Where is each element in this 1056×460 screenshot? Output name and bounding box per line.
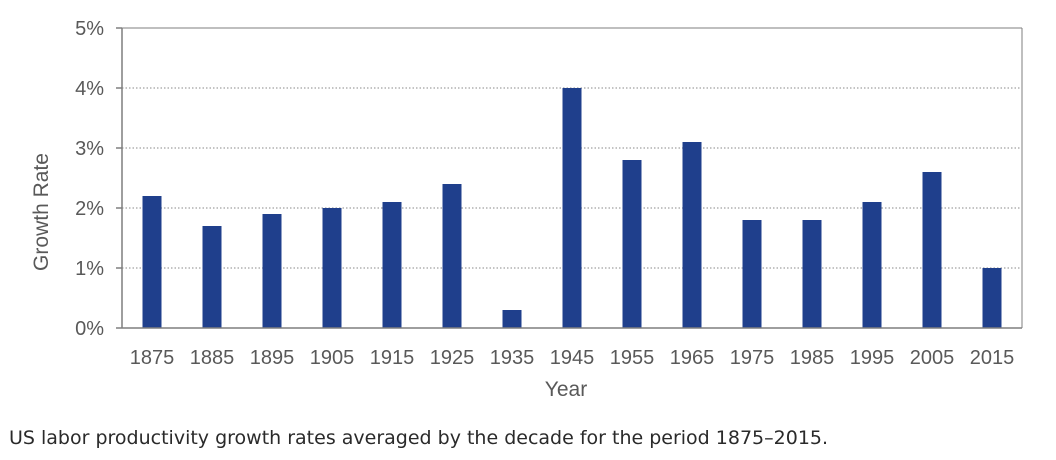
bar-chart: 0% 1% 2% 3% 4% 5% 1875 1885 1895 1905 1915 1925 193… bbox=[30, 18, 1023, 401]
figure-caption: US labor productivity growth rates avera… bbox=[9, 427, 829, 449]
x-tick-label: 1925 bbox=[430, 347, 475, 369]
bar-1905 bbox=[322, 208, 342, 328]
bar-1885 bbox=[202, 226, 222, 328]
x-tick-label: 1945 bbox=[550, 347, 595, 369]
y-tick-label: 3% bbox=[75, 138, 104, 160]
bar-1935 bbox=[502, 310, 522, 328]
x-tick-labels: 1875 1885 1895 1905 1915 1925 1935 1945 1955 1965… bbox=[130, 347, 1015, 369]
x-tick-label: 1915 bbox=[370, 347, 415, 369]
bar-1985 bbox=[802, 220, 822, 328]
bar-2015 bbox=[982, 268, 1002, 328]
bar-2005 bbox=[922, 172, 942, 328]
bar-1995 bbox=[862, 202, 882, 328]
x-tick-label: 1955 bbox=[610, 347, 655, 369]
x-tick-label: 1985 bbox=[790, 347, 835, 369]
x-tick-label: 1875 bbox=[130, 347, 175, 369]
bar-1975 bbox=[742, 220, 762, 328]
x-tick-label: 1885 bbox=[190, 347, 235, 369]
x-axis-label: Year bbox=[545, 378, 587, 401]
axes bbox=[116, 27, 1023, 329]
bar-1925 bbox=[442, 184, 462, 328]
bar-1955 bbox=[622, 160, 642, 328]
y-tick-labels: 0% 1% 2% 3% 4% 5% bbox=[75, 18, 104, 340]
x-tick-label: 1895 bbox=[250, 347, 295, 369]
x-tick-label: 1975 bbox=[730, 347, 775, 369]
x-tick-label: 2015 bbox=[970, 347, 1015, 369]
y-tick-label: 5% bbox=[75, 18, 104, 40]
bar-1945 bbox=[562, 88, 582, 328]
x-tick-label: 1905 bbox=[310, 347, 355, 369]
x-tick-label: 1935 bbox=[490, 347, 535, 369]
x-tick-label: 1995 bbox=[850, 347, 895, 369]
x-tick-label: 1965 bbox=[670, 347, 715, 369]
y-tick-label: 4% bbox=[75, 78, 104, 100]
bar-1875 bbox=[142, 196, 162, 328]
bar-1895 bbox=[262, 214, 282, 328]
bars bbox=[142, 88, 1002, 328]
bar-1965 bbox=[682, 142, 702, 328]
x-tick-label: 2005 bbox=[910, 347, 955, 369]
bar-1915 bbox=[382, 202, 402, 328]
y-tick-label: 0% bbox=[75, 318, 104, 340]
y-tick-label: 1% bbox=[75, 258, 104, 280]
y-axis-label: Growth Rate bbox=[30, 153, 53, 271]
y-tick-label: 2% bbox=[75, 198, 104, 220]
